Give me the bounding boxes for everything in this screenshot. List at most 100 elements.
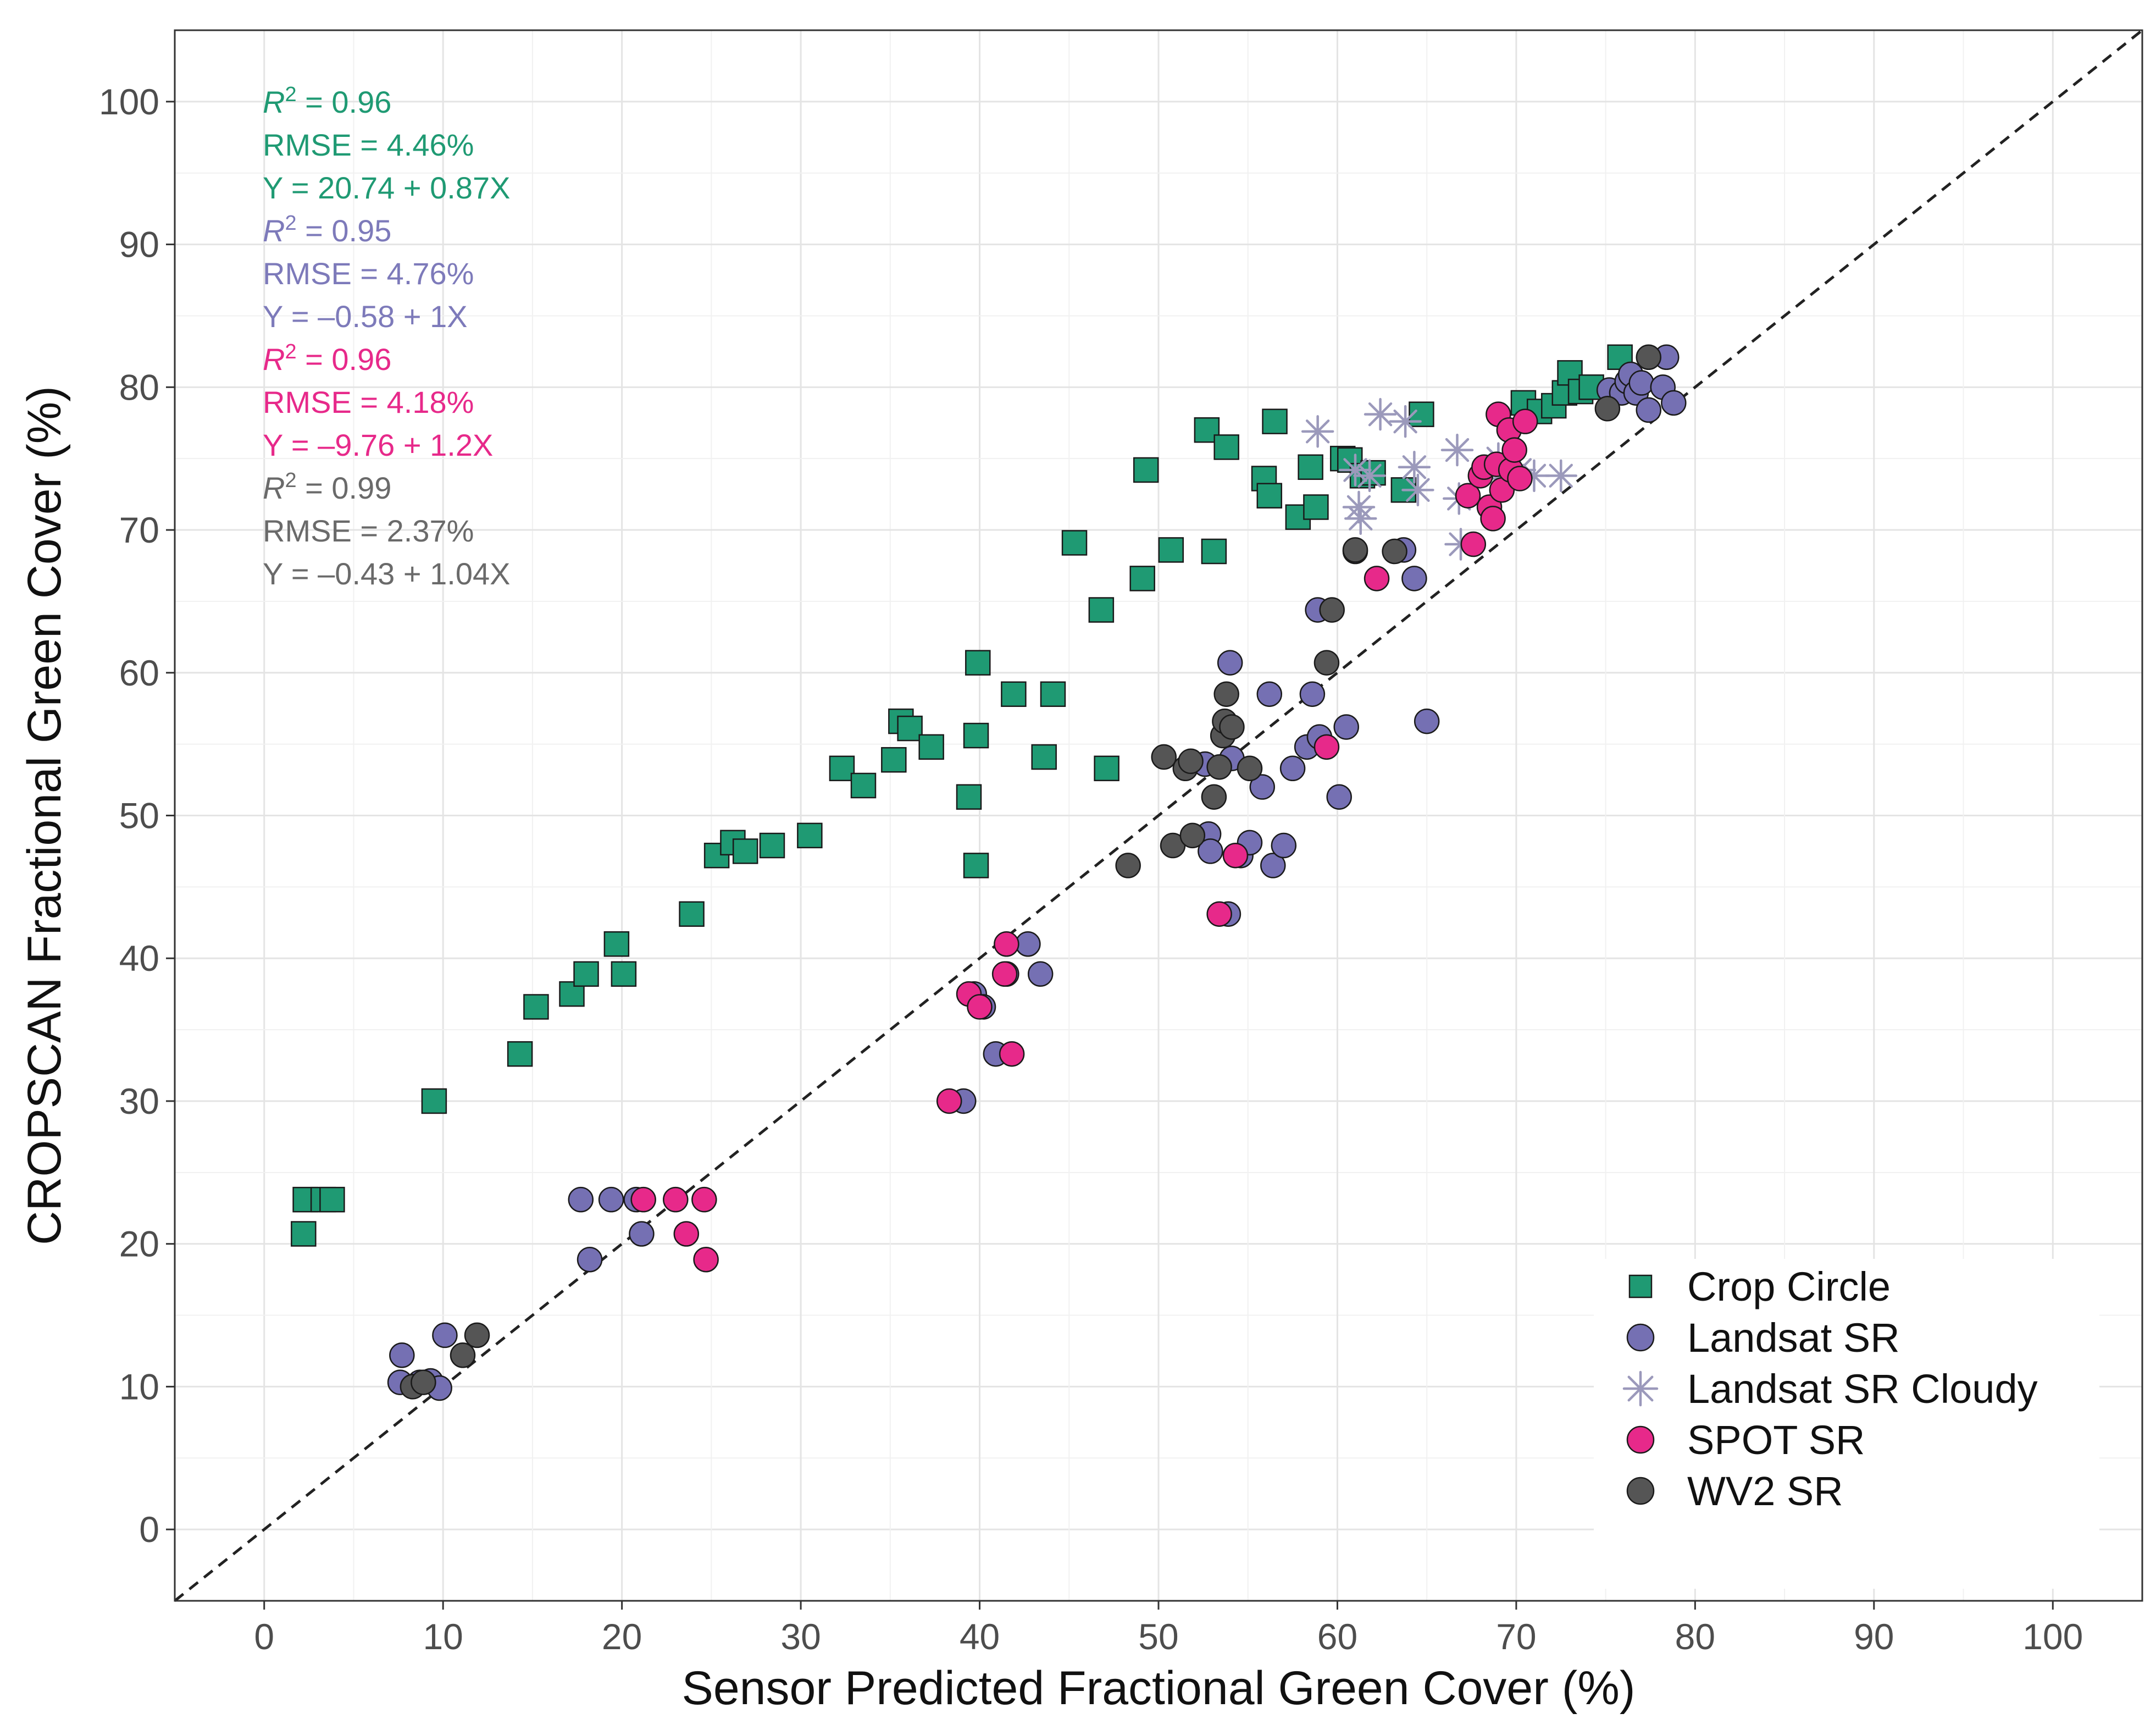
point-spot-sr xyxy=(1364,566,1390,592)
point-spot-sr xyxy=(693,1247,719,1273)
point-wv2-sr xyxy=(1151,744,1177,770)
y-tick-label: 0 xyxy=(139,1509,159,1550)
point-crop-circle xyxy=(1262,408,1288,434)
y-axis-title: CROPSCAN Fractional Green Cover (%) xyxy=(18,386,71,1245)
series-wv2-sr xyxy=(400,344,1661,1400)
point-spot-sr xyxy=(1460,531,1487,557)
point-spot-sr xyxy=(691,1186,717,1213)
y-tick-label: 100 xyxy=(99,81,159,122)
point-landsat-sr xyxy=(1279,755,1306,782)
point-landsat-sr-cloudy xyxy=(1339,454,1372,487)
point-landsat-sr xyxy=(629,1221,655,1247)
legend-label-spot-sr: SPOT SR xyxy=(1687,1417,1865,1463)
point-spot-sr xyxy=(630,1186,656,1213)
point-spot-sr xyxy=(1512,408,1538,434)
point-crop-circle xyxy=(759,832,785,859)
point-crop-circle xyxy=(679,901,705,927)
point-landsat-sr xyxy=(598,1186,624,1213)
point-landsat-sr xyxy=(1326,784,1352,810)
point-crop-circle xyxy=(573,961,599,987)
point-landsat-sr-cloudy xyxy=(1398,451,1431,484)
point-landsat-sr xyxy=(1027,961,1054,987)
point-crop-circle xyxy=(507,1041,533,1067)
point-crop-circle xyxy=(421,1088,447,1114)
point-crop-circle xyxy=(797,822,823,849)
point-landsat-sr-cloudy xyxy=(1389,405,1422,438)
point-crop-circle xyxy=(1298,454,1323,480)
point-crop-circle xyxy=(963,722,989,749)
point-wv2-sr xyxy=(1636,344,1661,371)
y-tick-label: 60 xyxy=(119,653,159,693)
x-tick-label: 0 xyxy=(254,1616,274,1657)
point-crop-circle xyxy=(829,755,855,782)
point-crop-circle xyxy=(1094,755,1119,782)
point-spot-sr xyxy=(967,994,993,1020)
point-crop-circle xyxy=(918,734,944,760)
point-landsat-sr-cloudy xyxy=(1440,433,1474,467)
point-landsat-sr xyxy=(1333,714,1359,740)
point-crop-circle xyxy=(1201,538,1227,565)
legend-background xyxy=(1594,1259,2099,1589)
point-crop-circle xyxy=(1088,597,1115,623)
point-wv2-sr xyxy=(1201,784,1227,810)
point-crop-circle xyxy=(291,1221,317,1247)
point-landsat-sr xyxy=(1636,397,1661,423)
point-landsat-sr xyxy=(568,1186,594,1213)
x-tick-label: 20 xyxy=(602,1616,642,1657)
legend-key-spot-sr xyxy=(1626,1425,1655,1454)
point-landsat-sr-cloudy xyxy=(1401,473,1434,507)
fit-stat-line: RMSE = 4.18% xyxy=(263,385,474,419)
x-tick-label: 40 xyxy=(960,1616,1000,1657)
y-tick-label: 80 xyxy=(119,367,159,407)
point-crop-circle xyxy=(1303,494,1329,520)
x-axis-title: Sensor Predicted Fractional Green Cover … xyxy=(681,1662,1635,1715)
point-wv2-sr xyxy=(464,1322,490,1348)
point-crop-circle xyxy=(850,772,877,799)
point-spot-sr xyxy=(673,1221,700,1247)
x-tick-label: 10 xyxy=(423,1616,463,1657)
point-landsat-sr-cloudy xyxy=(1364,397,1397,431)
reference-line-layer xyxy=(174,29,2143,1602)
point-landsat-sr xyxy=(1271,832,1297,859)
y-tick-label: 30 xyxy=(119,1081,159,1121)
axis-ticks: 0 10 20 30 40 50 60 70 80 90 100 0 10 20 30 40 50 60 70 80 9… xyxy=(99,81,2083,1657)
point-crop-circle xyxy=(965,650,991,676)
fit-stat-line: Y = 20.74 + 0.87X xyxy=(263,170,510,205)
x-tick-label: 30 xyxy=(780,1616,821,1657)
point-crop-circle xyxy=(1158,537,1184,563)
data-points xyxy=(291,344,1687,1401)
point-wv2-sr xyxy=(1179,822,1206,849)
point-spot-sr xyxy=(1501,437,1527,463)
point-crop-circle xyxy=(897,715,923,742)
legend-label-landsat-sr-cloudy: Landsat SR Cloudy xyxy=(1687,1366,2038,1412)
point-crop-circle xyxy=(1133,457,1159,483)
point-landsat-sr-cloudy xyxy=(1544,459,1578,493)
fit-stat-line: RMSE = 2.37% xyxy=(263,513,474,548)
point-wv2-sr xyxy=(1115,853,1141,878)
point-crop-circle xyxy=(963,853,989,878)
y-tick-label: 40 xyxy=(119,938,159,979)
point-landsat-sr-cloudy xyxy=(1353,459,1386,493)
point-crop-circle xyxy=(1031,744,1057,770)
point-wv2-sr xyxy=(1313,650,1340,676)
legend-key-crop-circle xyxy=(1628,1274,1653,1298)
x-tick-label: 100 xyxy=(2022,1616,2083,1657)
point-spot-sr xyxy=(1455,483,1481,509)
point-wv2-sr xyxy=(450,1342,476,1368)
fit-stat-line: R2 = 0.95 xyxy=(263,212,391,248)
point-wv2-sr xyxy=(1213,681,1239,707)
point-landsat-sr-cloudy xyxy=(1344,502,1377,535)
point-spot-sr xyxy=(1222,842,1249,869)
point-wv2-sr xyxy=(1319,597,1345,623)
point-spot-sr xyxy=(1206,901,1232,927)
point-landsat-sr xyxy=(1217,650,1243,676)
point-crop-circle xyxy=(603,931,630,957)
legend-key-landsat-sr-cloudy xyxy=(1622,1370,1659,1407)
point-spot-sr xyxy=(994,931,1019,957)
legend: Crop Circle Landsat SR Landsat SR Cloudy SP… xyxy=(1594,1259,2099,1589)
point-crop-circle xyxy=(1001,681,1027,707)
one-to-one-line xyxy=(174,29,2143,1602)
point-landsat-sr xyxy=(1260,853,1286,878)
y-tick-label: 70 xyxy=(119,510,159,550)
point-spot-sr xyxy=(1313,734,1340,760)
